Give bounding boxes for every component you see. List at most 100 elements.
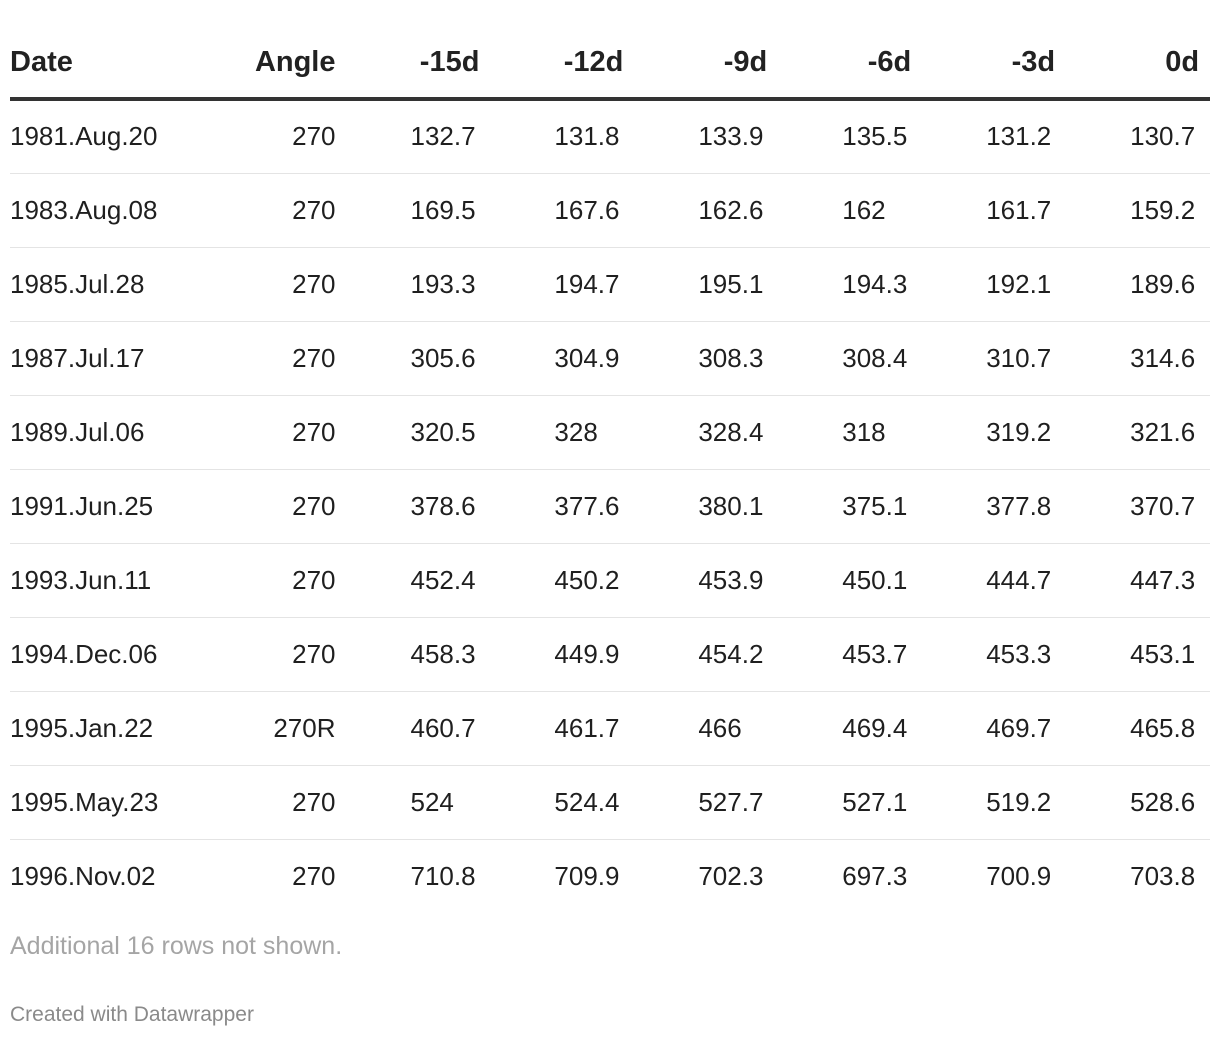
column-header: -9d — [624, 0, 769, 101]
value-cell: 328 — [480, 395, 625, 470]
value-cell: 466 — [624, 691, 769, 766]
table-row: 1981.Aug.20 270 132.7 131.8 133.9 135.5 131.2 1… — [10, 99, 1210, 174]
table-row: 1996.Nov.02 270 710.8 709.9 702.3 697.3 700.9 7… — [10, 839, 1210, 900]
value-cell: 702.3 — [698, 860, 764, 891]
value-cell: 161.7 — [912, 173, 1057, 248]
date-cell: 1995.May.23 — [10, 765, 191, 840]
value-cell: 44 — [1200, 543, 1210, 618]
table-row: 1995.May.23 270 524 524.4 527.7 527.1 519.2 528… — [10, 765, 1210, 840]
value-cell: 375.1 — [768, 469, 913, 544]
value-cell: 700.9 — [986, 860, 1052, 891]
value-cell: 194.3 — [768, 247, 913, 322]
table-row: 1994.Dec.06 270 458.3 449.9 454.2 453.7 453.3 4… — [10, 617, 1210, 692]
value-cell: 461.7 — [480, 691, 625, 766]
value-cell: 528.6 — [1056, 765, 1201, 840]
value-cell: 460.7 — [336, 691, 481, 766]
value-cell: 469.7 — [912, 691, 1057, 766]
angle-cell: 270 — [190, 321, 337, 396]
column-header: Angle — [190, 0, 337, 101]
value-cell: 308.4 — [768, 321, 913, 396]
value-cell: 454.2 — [624, 617, 769, 692]
column-header: -3d — [912, 0, 1057, 101]
datawrapper-credit: Created with Datawrapper — [10, 1003, 254, 1026]
value-cell: 453.7 — [768, 617, 913, 692]
value-cell: 447.3 — [1056, 543, 1201, 618]
column-header: 0d — [1056, 0, 1201, 101]
angle-cell: 270 — [292, 860, 336, 891]
value-cell: 469.4 — [768, 691, 913, 766]
value-cell: 32 — [1200, 395, 1210, 470]
value-cell: 697.3 — [842, 860, 908, 891]
value-cell: 524 — [336, 765, 481, 840]
angle-cell: 270R — [190, 691, 337, 766]
value-cell: 162 — [768, 173, 913, 248]
value-cell: 709.9 — [554, 860, 620, 891]
value-cell: 444.7 — [912, 543, 1057, 618]
value-cell: 195.1 — [624, 247, 769, 322]
value-cell: 44 — [1200, 617, 1210, 692]
table-body: 1981.Aug.20 270 132.7 131.8 133.9 135.5 131.2 1… — [10, 99, 1210, 900]
value-cell: 524.4 — [480, 765, 625, 840]
value-cell: 453.3 — [912, 617, 1057, 692]
value-cell: 37 — [1200, 469, 1210, 544]
angle-cell: 270 — [190, 617, 337, 692]
value-cell: 133.9 — [624, 99, 769, 174]
value-cell: 132.7 — [336, 99, 481, 174]
date-cell: 1993.Jun.11 — [10, 543, 191, 618]
value-cell: 319.2 — [912, 395, 1057, 470]
value-cell: 710.8 — [410, 860, 476, 891]
angle-cell: 270 — [190, 395, 337, 470]
value-cell: 703.8 — [1130, 860, 1196, 891]
date-cell: 1994.Dec.06 — [10, 617, 191, 692]
date-cell: 1996.Nov.02 — [10, 860, 156, 891]
value-cell: 519.2 — [912, 765, 1057, 840]
value-cell: 310.7 — [912, 321, 1057, 396]
value-cell: 12 — [1200, 99, 1210, 174]
value-cell: 318 — [768, 395, 913, 470]
value-cell: 378.6 — [336, 469, 481, 544]
value-cell: 71 — [1200, 839, 1210, 900]
table-row: 1989.Jul.06 270 320.5 328 328.4 318 319.2 321.6… — [10, 395, 1210, 470]
angle-cell: 270 — [190, 765, 337, 840]
value-cell: 370.7 — [1056, 469, 1201, 544]
angle-cell: 270 — [190, 173, 337, 248]
value-cell: 130.7 — [1056, 99, 1201, 174]
value-cell: 19 — [1200, 247, 1210, 322]
value-cell: 453.1 — [1056, 617, 1201, 692]
value-cell: 189.6 — [1056, 247, 1201, 322]
value-cell: 453.9 — [624, 543, 769, 618]
value-cell: 527.7 — [624, 765, 769, 840]
table-row: 1983.Aug.08 270 169.5 167.6 162.6 162 161.7 159… — [10, 173, 1210, 248]
value-cell: 46 — [1200, 691, 1210, 766]
angle-cell: 270 — [190, 247, 337, 322]
table-notes: Additional 16 rows not shown. — [10, 932, 343, 960]
value-cell: 452.4 — [336, 543, 481, 618]
value-cell: 304.9 — [480, 321, 625, 396]
date-cell: 1981.Aug.20 — [10, 99, 191, 174]
value-cell: 194.7 — [480, 247, 625, 322]
value-cell: 169.5 — [336, 173, 481, 248]
value-cell: 159.2 — [1056, 173, 1201, 248]
value-cell: 458.3 — [336, 617, 481, 692]
value-cell: 449.9 — [480, 617, 625, 692]
table-row: 1991.Jun.25 270 378.6 377.6 380.1 375.1 377.8 3… — [10, 469, 1210, 544]
value-cell: 450.2 — [480, 543, 625, 618]
value-cell: 135.5 — [768, 99, 913, 174]
value-cell: 308.3 — [624, 321, 769, 396]
date-cell: 1995.Jan.22 — [10, 691, 191, 766]
angle-cell: 270 — [190, 99, 337, 174]
date-cell: 1985.Jul.28 — [10, 247, 191, 322]
date-cell: 1987.Jul.17 — [10, 321, 191, 396]
angle-cell: 270 — [190, 469, 337, 544]
table-row: 1993.Jun.11 270 452.4 450.2 453.9 450.1 444.7 4… — [10, 543, 1210, 618]
value-cell: 52 — [1200, 765, 1210, 840]
column-header: -6d — [768, 0, 913, 101]
date-cell: 1983.Aug.08 — [10, 173, 191, 248]
value-cell: 321.6 — [1056, 395, 1201, 470]
table-row: 1987.Jul.17 270 305.6 304.9 308.3 308.4 310.7 3… — [10, 321, 1210, 396]
value-cell: 450.1 — [768, 543, 913, 618]
